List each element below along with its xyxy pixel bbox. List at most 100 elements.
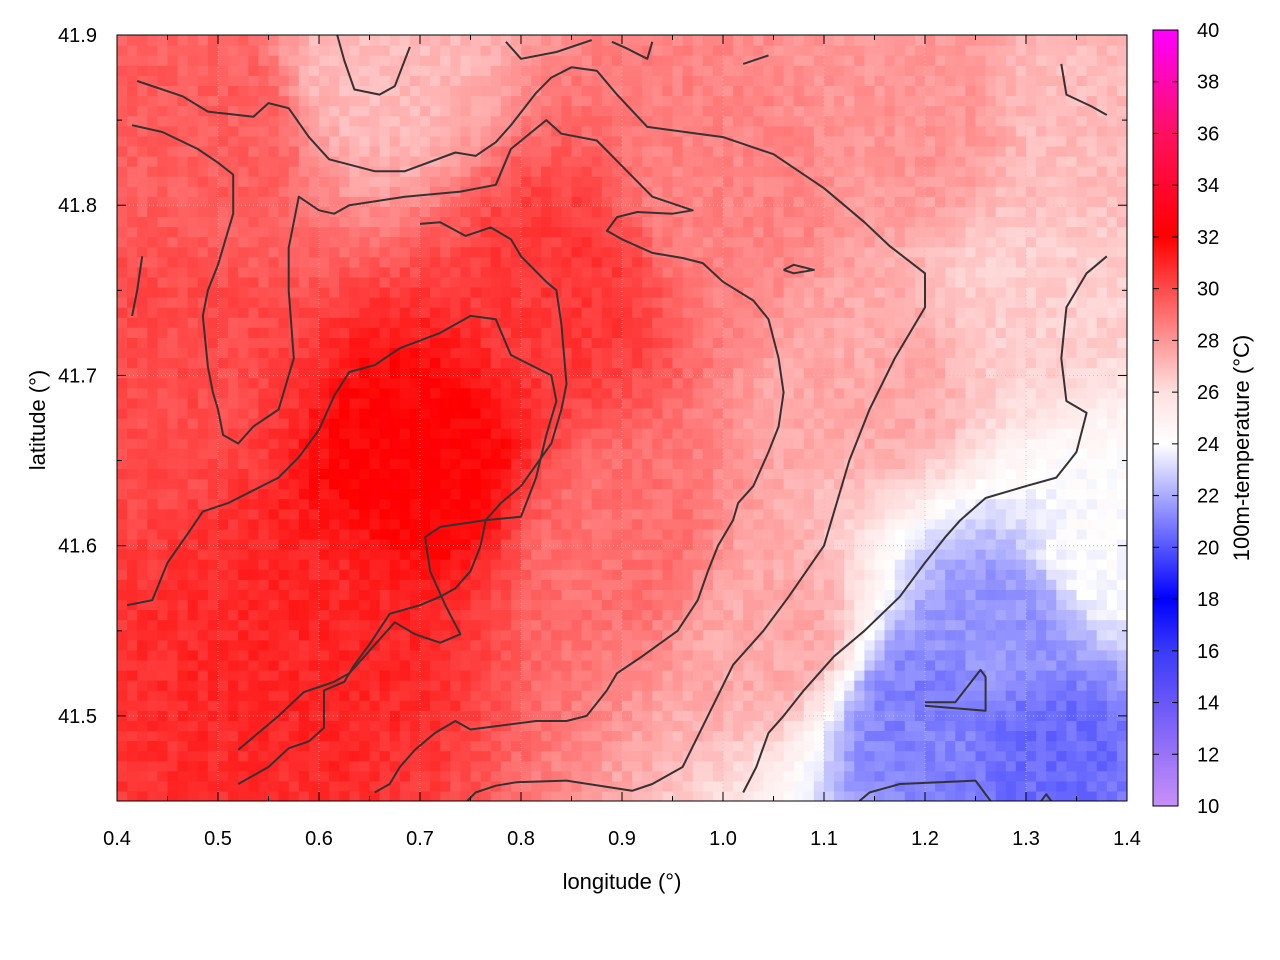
heatmap-cell bbox=[571, 105, 583, 117]
heatmap-cell bbox=[672, 599, 684, 611]
heatmap-cell bbox=[369, 65, 381, 76]
heatmap-cell bbox=[399, 186, 411, 197]
heatmap-cell bbox=[248, 448, 259, 459]
heatmap-cell bbox=[521, 418, 532, 429]
heatmap-cell bbox=[238, 468, 249, 480]
heatmap-cell bbox=[773, 770, 785, 782]
heatmap-cell bbox=[167, 750, 179, 762]
heatmap-cell bbox=[339, 75, 350, 86]
heatmap-cell bbox=[157, 236, 169, 248]
heatmap-cell bbox=[743, 35, 754, 46]
heatmap-cell bbox=[733, 226, 744, 238]
heatmap-cell bbox=[682, 347, 694, 359]
heatmap-cell bbox=[682, 659, 694, 671]
heatmap-cell bbox=[308, 569, 320, 580]
heatmap-cell bbox=[349, 488, 360, 500]
heatmap-cell bbox=[440, 236, 451, 248]
heatmap-cell bbox=[137, 307, 148, 318]
heatmap-cell bbox=[228, 629, 239, 641]
heatmap-cell bbox=[319, 780, 330, 792]
heatmap-cell bbox=[662, 155, 674, 167]
heatmap-cell bbox=[288, 488, 300, 500]
heatmap-cell bbox=[500, 639, 512, 651]
heatmap-cell bbox=[177, 680, 189, 691]
heatmap-cell bbox=[652, 438, 663, 449]
heatmap-cell bbox=[248, 559, 259, 570]
heatmap-cell bbox=[763, 256, 775, 268]
heatmap-cell bbox=[258, 397, 270, 409]
heatmap-cell bbox=[308, 428, 320, 439]
heatmap-cell bbox=[622, 307, 633, 318]
heatmap-cell bbox=[339, 155, 350, 167]
heatmap-cell bbox=[500, 448, 512, 459]
heatmap-cell bbox=[581, 125, 593, 137]
heatmap-cell bbox=[127, 327, 138, 338]
heatmap-cell bbox=[753, 297, 764, 308]
heatmap-cell bbox=[652, 186, 663, 197]
heatmap-cell bbox=[248, 347, 259, 359]
heatmap-cell bbox=[349, 438, 360, 449]
heatmap-cell bbox=[733, 488, 744, 500]
heatmap-cell bbox=[753, 498, 764, 510]
heatmap-cell bbox=[117, 75, 128, 86]
heatmap-cell bbox=[389, 619, 401, 631]
heatmap-cell bbox=[258, 700, 270, 711]
heatmap-cell bbox=[268, 599, 280, 611]
heatmap-cell bbox=[450, 95, 461, 107]
heatmap-cell bbox=[571, 75, 583, 86]
heatmap-cell bbox=[218, 639, 229, 651]
heatmap-cell bbox=[611, 418, 623, 429]
heatmap-cell bbox=[147, 286, 158, 298]
heatmap-cell bbox=[319, 730, 330, 742]
heatmap-cell bbox=[561, 55, 573, 66]
heatmap-cell bbox=[682, 226, 694, 238]
heatmap-cell bbox=[591, 579, 603, 590]
heatmap-cell bbox=[470, 619, 482, 631]
heatmap-cell bbox=[157, 196, 169, 207]
heatmap-cell bbox=[137, 166, 148, 177]
heatmap-cell bbox=[611, 266, 623, 278]
heatmap-cell bbox=[207, 196, 219, 207]
heatmap-cell bbox=[399, 95, 411, 107]
heatmap-cell bbox=[278, 690, 290, 701]
heatmap-cell bbox=[712, 760, 724, 772]
heatmap-cell bbox=[682, 589, 694, 601]
heatmap-cell bbox=[238, 569, 249, 580]
heatmap-cell bbox=[571, 206, 583, 218]
heatmap-cell bbox=[187, 458, 199, 469]
heatmap-cell bbox=[712, 609, 724, 621]
heatmap-cell bbox=[440, 307, 451, 318]
heatmap-cell bbox=[541, 256, 552, 268]
heatmap-cell bbox=[571, 407, 583, 419]
heatmap-cell bbox=[349, 710, 360, 721]
heatmap-cell bbox=[510, 538, 522, 550]
heatmap-cell bbox=[561, 589, 573, 601]
heatmap-cell bbox=[298, 367, 310, 379]
heatmap-cell bbox=[430, 549, 441, 560]
heatmap-cell bbox=[258, 508, 270, 520]
heatmap-cell bbox=[167, 760, 179, 772]
heatmap-cell bbox=[531, 105, 542, 117]
heatmap-cell bbox=[349, 700, 360, 711]
heatmap-cell bbox=[187, 740, 199, 752]
heatmap-cell bbox=[197, 498, 209, 510]
heatmap-cell bbox=[692, 418, 704, 429]
heatmap-cell bbox=[197, 387, 209, 399]
heatmap-cell bbox=[440, 367, 451, 379]
heatmap-cell bbox=[571, 186, 583, 197]
heatmap-cell bbox=[349, 196, 360, 207]
heatmap-cell bbox=[369, 347, 381, 359]
heatmap-cell bbox=[187, 196, 199, 207]
heatmap-cell bbox=[238, 216, 249, 228]
heatmap-cell bbox=[298, 317, 310, 328]
heatmap-cell bbox=[258, 619, 270, 631]
heatmap-cell bbox=[611, 569, 623, 580]
heatmap-cell bbox=[692, 518, 704, 530]
heatmap-cell bbox=[298, 589, 310, 601]
heatmap-cell bbox=[500, 347, 512, 359]
heatmap-cell bbox=[349, 528, 360, 540]
heatmap-cell bbox=[723, 135, 734, 147]
heatmap-cell bbox=[753, 589, 764, 601]
heatmap-cell bbox=[399, 297, 411, 308]
heatmap-cell bbox=[622, 790, 633, 801]
